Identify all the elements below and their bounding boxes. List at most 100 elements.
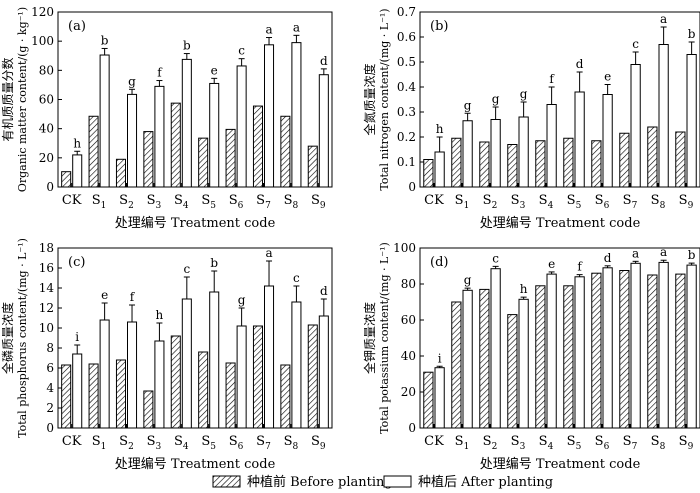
x-tick-label: S7	[256, 434, 271, 452]
y-axis-title-zh: 全钾质量浓度	[362, 302, 377, 374]
x-axis-title: 处理编号 Treatment code	[115, 457, 276, 472]
y-tick-label: 0	[46, 180, 54, 194]
x-tick-label: S4	[539, 193, 554, 211]
x-tick-label: S2	[119, 193, 134, 211]
bar-after-planting	[291, 301, 302, 429]
bar-after-planting	[209, 82, 220, 188]
bar-before-planting	[563, 285, 574, 429]
y-axis-title-en: Total nitrogen content/(mg · L⁻¹)	[378, 8, 391, 190]
significance-letter: e	[101, 288, 108, 302]
bar-after-planting	[99, 319, 110, 429]
significance-letter: c	[183, 262, 190, 276]
x-tick-label: S7	[623, 434, 638, 452]
y-tick-label: 0	[46, 421, 54, 435]
bar-after-planting	[574, 276, 585, 429]
y-tick-label: 20	[39, 151, 54, 165]
significance-letter: d	[320, 54, 328, 68]
bar-before-planting	[115, 158, 126, 188]
bar-before-planting	[252, 325, 263, 429]
x-tick-label: S8	[651, 193, 666, 211]
y-tick-label: 100	[393, 241, 416, 255]
bar-before-planting	[451, 301, 462, 429]
x-tick-label: S5	[567, 193, 582, 211]
bar-before-planting	[619, 270, 630, 429]
bar-before-planting	[423, 159, 434, 188]
significance-letter: c	[492, 251, 499, 265]
bar-before-planting	[198, 137, 209, 188]
bar-after-planting	[686, 54, 697, 188]
significance-letter: a	[265, 23, 272, 37]
significance-letter: h	[73, 136, 81, 150]
y-tick-label: 12	[39, 301, 54, 315]
bar-after-planting	[318, 315, 329, 429]
bar-after-planting	[264, 285, 275, 429]
x-tick-label: S7	[623, 193, 638, 211]
panel-label: (c)	[68, 255, 85, 270]
bar-before-planting	[479, 288, 490, 429]
bar-before-planting	[619, 132, 630, 188]
bar-before-planting	[675, 273, 686, 429]
x-tick-label: S3	[147, 193, 162, 211]
bar-before-planting	[423, 371, 434, 429]
y-tick-label: 0.6	[397, 30, 416, 44]
x-tick-label: S1	[455, 193, 470, 211]
bar-after-planting	[72, 154, 83, 188]
y-tick-label: 0.2	[397, 130, 416, 144]
y-tick-label: 0.1	[397, 155, 416, 169]
bar-after-planting	[658, 44, 669, 188]
y-tick-label: 8	[46, 341, 54, 355]
bar-after-planting	[154, 85, 165, 188]
bar-before-planting	[143, 131, 154, 188]
significance-letter: g	[492, 92, 500, 106]
y-tick-label: 18	[39, 241, 54, 255]
legend-swatch-before	[212, 475, 241, 488]
significance-letter: a	[632, 246, 639, 260]
y-tick-label: 100	[31, 34, 54, 48]
x-tick-label: S4	[174, 193, 189, 211]
bar-before-planting	[307, 145, 318, 188]
significance-letter: g	[520, 87, 528, 101]
bar-before-planting	[88, 115, 99, 188]
bar-before-planting	[88, 363, 99, 429]
bar-before-planting	[535, 140, 546, 188]
y-axis-title-zh: 全氮质量浓度	[362, 63, 377, 135]
bar-after-planting	[630, 64, 641, 188]
y-tick-label: 20	[401, 385, 416, 399]
x-tick-label: S8	[284, 434, 299, 452]
x-tick-label: S9	[679, 434, 694, 452]
x-tick-label: S6	[595, 193, 610, 211]
y-tick-label: 0	[408, 421, 416, 435]
x-tick-label: S8	[284, 193, 299, 211]
x-tick-label: S1	[92, 193, 107, 211]
bar-after-planting	[574, 91, 585, 188]
bar-before-planting	[507, 314, 518, 429]
bar-before-planting	[647, 126, 658, 188]
bar-after-planting	[490, 119, 501, 188]
x-tick-label: S5	[567, 434, 582, 452]
significance-letter: a	[660, 12, 667, 26]
chart-panel-2: 0 0.1 0.2 0.3 0.4 0.5 0.6 0.7 h CK g S1 g S2 g S3 f S4 d S5…	[362, 5, 700, 231]
y-axis-title-zh: 有机质质量分数	[0, 57, 15, 141]
x-tick-label: S9	[679, 193, 694, 211]
significance-letter: d	[576, 57, 584, 71]
chart-panel-4: 0 20 40 60 80 100 i CK g S1 c S2 h S3 e S4 f S5 d S6 a S7 a S8 b…	[362, 241, 700, 472]
plot-frame	[419, 11, 700, 188]
bar-after-planting	[602, 94, 613, 188]
x-tick-label: S7	[256, 193, 271, 211]
x-tick-label: S2	[483, 193, 498, 211]
bar-before-planting	[451, 137, 462, 188]
x-tick-label: CK	[424, 193, 444, 208]
x-tick-label: S2	[119, 434, 134, 452]
significance-letter: g	[238, 293, 246, 307]
bar-after-planting	[181, 58, 192, 188]
bar-after-planting	[518, 116, 529, 188]
y-tick-label: 120	[31, 5, 54, 19]
significance-letter: g	[464, 98, 472, 112]
bar-before-planting	[280, 364, 291, 429]
significance-letter: f	[577, 260, 583, 274]
bar-before-planting	[591, 272, 602, 429]
y-axis-title-en: Total phosphorus content/(mg · L⁻¹)	[16, 238, 29, 438]
bar-before-planting	[675, 131, 686, 188]
bar-before-planting	[225, 362, 236, 429]
